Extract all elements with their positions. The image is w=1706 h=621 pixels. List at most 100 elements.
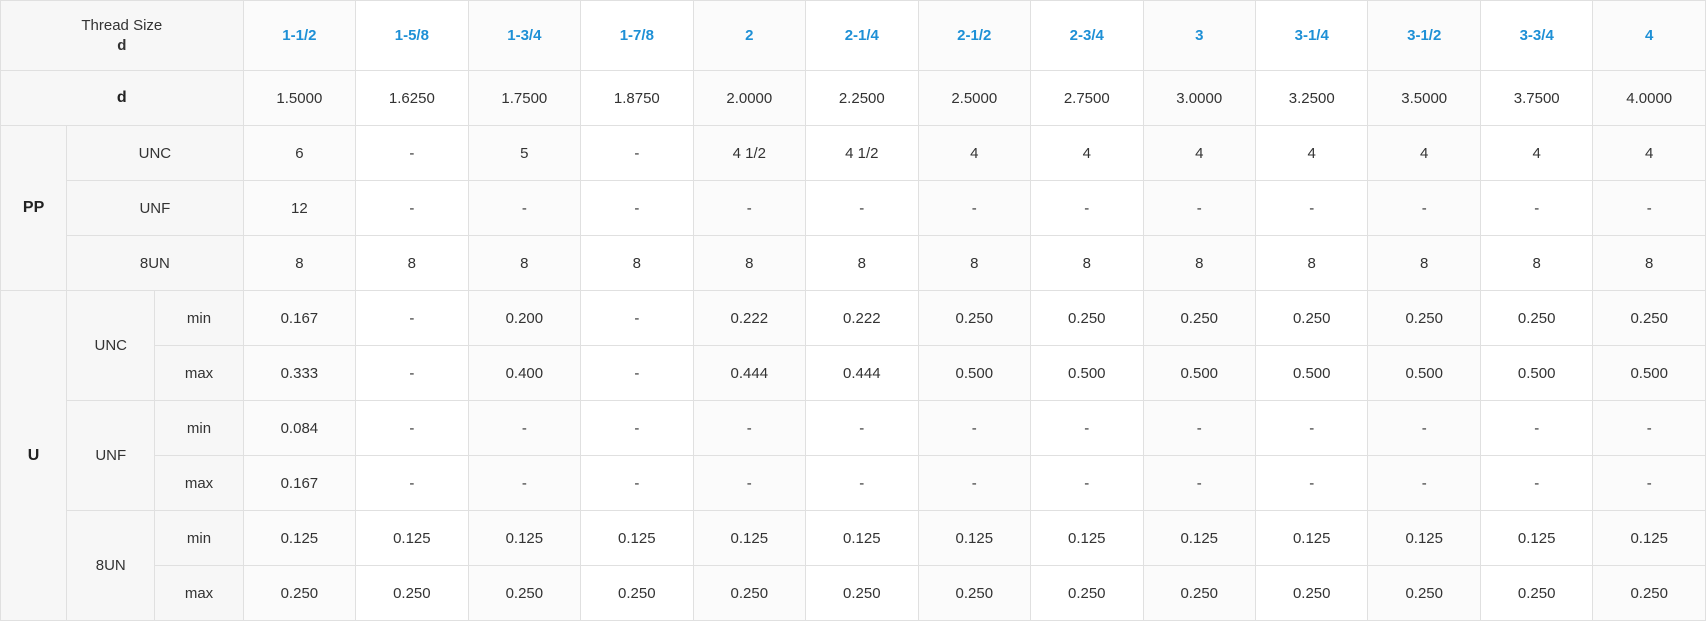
cell: - [581, 126, 693, 181]
size-link-1[interactable]: 1-5/8 [356, 1, 468, 71]
cell: - [806, 181, 918, 236]
cell: - [1480, 181, 1592, 236]
cell: - [1368, 181, 1480, 236]
cell: 4 [1480, 126, 1592, 181]
cell: - [356, 456, 468, 511]
cell: 0.444 [806, 346, 918, 401]
size-link-2[interactable]: 1-3/4 [468, 1, 580, 71]
cell: - [1593, 181, 1706, 236]
cell: 8 [1255, 236, 1367, 291]
cell: - [581, 181, 693, 236]
cell: 3.7500 [1480, 71, 1592, 126]
size-link-7[interactable]: 2-3/4 [1031, 1, 1143, 71]
row-label-u-unf: UNF [67, 401, 155, 511]
row-label-pp: PP [1, 126, 67, 291]
cell: - [1368, 401, 1480, 456]
cell: 4 [918, 126, 1030, 181]
cell: 0.167 [243, 456, 355, 511]
thread-size-label-line2: d [117, 37, 126, 54]
thread-size-label-line1: Thread Size [81, 17, 162, 34]
cell: 3.5000 [1368, 71, 1480, 126]
cell: 0.125 [1593, 511, 1706, 566]
cell: 0.200 [468, 291, 580, 346]
cell: 0.250 [1031, 291, 1143, 346]
cell: 0.250 [1143, 291, 1255, 346]
cell: - [918, 456, 1030, 511]
cell: 0.125 [1368, 511, 1480, 566]
cell: 0.250 [806, 566, 918, 621]
cell: 1.7500 [468, 71, 580, 126]
cell: 0.250 [918, 291, 1030, 346]
size-link-8[interactable]: 3 [1143, 1, 1255, 71]
cell: 4 [1031, 126, 1143, 181]
cell: - [468, 401, 580, 456]
cell: 0.125 [1480, 511, 1592, 566]
row-label-min: min [155, 291, 243, 346]
cell: - [1480, 456, 1592, 511]
cell: 0.125 [918, 511, 1030, 566]
cell: 12 [243, 181, 355, 236]
cell: 8 [806, 236, 918, 291]
cell: 0.084 [243, 401, 355, 456]
cell: - [1255, 181, 1367, 236]
row-pp-unc: PP UNC 6 - 5 - 4 1/2 4 1/2 4 4 4 4 4 4 4 [1, 126, 1706, 181]
cell: - [581, 291, 693, 346]
row-u-unc-min: U UNC min 0.167 - 0.200 - 0.222 0.222 0.… [1, 291, 1706, 346]
cell: 4 1/2 [806, 126, 918, 181]
cell: - [581, 401, 693, 456]
cell: - [581, 456, 693, 511]
cell: 4 1/2 [693, 126, 805, 181]
cell: 0.250 [1368, 291, 1480, 346]
cell: - [356, 346, 468, 401]
size-link-10[interactable]: 3-1/2 [1368, 1, 1480, 71]
row-label-pp-unc: UNC [67, 126, 243, 181]
cell: 2.0000 [693, 71, 805, 126]
cell: 8 [1593, 236, 1706, 291]
cell: 0.125 [806, 511, 918, 566]
row-u-8un-max: max 0.250 0.250 0.250 0.250 0.250 0.250 … [1, 566, 1706, 621]
cell: - [1143, 401, 1255, 456]
cell: 3.2500 [1255, 71, 1367, 126]
cell: - [806, 401, 918, 456]
cell: 0.222 [806, 291, 918, 346]
cell: 0.250 [1255, 566, 1367, 621]
size-link-0[interactable]: 1-1/2 [243, 1, 355, 71]
cell: - [918, 181, 1030, 236]
cell: 0.125 [581, 511, 693, 566]
cell: 0.500 [1593, 346, 1706, 401]
cell: 8 [581, 236, 693, 291]
cell: - [693, 456, 805, 511]
size-link-11[interactable]: 3-3/4 [1480, 1, 1592, 71]
size-link-4[interactable]: 2 [693, 1, 805, 71]
row-u-unf-min: UNF min 0.084 - - - - - - - - - - - - [1, 401, 1706, 456]
cell: 8 [468, 236, 580, 291]
cell: 1.6250 [356, 71, 468, 126]
cell: 1.8750 [581, 71, 693, 126]
row-label-u-8un: 8UN [67, 511, 155, 621]
cell: - [468, 181, 580, 236]
cell: 0.125 [356, 511, 468, 566]
cell: 0.500 [918, 346, 1030, 401]
cell: 1.5000 [243, 71, 355, 126]
cell: 8 [1368, 236, 1480, 291]
cell: - [468, 456, 580, 511]
size-link-5[interactable]: 2-1/4 [806, 1, 918, 71]
size-link-9[interactable]: 3-1/4 [1255, 1, 1367, 71]
size-link-6[interactable]: 2-1/2 [918, 1, 1030, 71]
cell: 4.0000 [1593, 71, 1706, 126]
row-u-unc-max: max 0.333 - 0.400 - 0.444 0.444 0.500 0.… [1, 346, 1706, 401]
cell: - [1593, 401, 1706, 456]
cell: 8 [243, 236, 355, 291]
cell: 0.500 [1368, 346, 1480, 401]
cell: - [806, 456, 918, 511]
cell: 0.250 [1031, 566, 1143, 621]
size-link-3[interactable]: 1-7/8 [581, 1, 693, 71]
cell: 2.2500 [806, 71, 918, 126]
cell: - [356, 291, 468, 346]
size-link-12[interactable]: 4 [1593, 1, 1706, 71]
cell: 6 [243, 126, 355, 181]
cell: - [356, 126, 468, 181]
cell: 0.500 [1255, 346, 1367, 401]
thread-size-table: Thread Size d 1-1/2 1-5/8 1-3/4 1-7/8 2 … [0, 0, 1706, 621]
cell: 0.125 [468, 511, 580, 566]
